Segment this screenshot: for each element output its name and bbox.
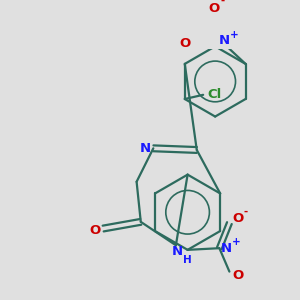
Text: O: O (232, 269, 243, 282)
Text: Cl: Cl (208, 88, 222, 101)
Text: N: N (220, 242, 232, 255)
Text: -: - (244, 206, 248, 216)
Text: O: O (208, 2, 219, 15)
Text: O: O (232, 212, 243, 225)
Text: N: N (140, 142, 151, 155)
Text: -: - (220, 0, 224, 6)
Text: O: O (180, 37, 191, 50)
Text: N: N (219, 34, 230, 47)
Text: O: O (89, 224, 100, 237)
Text: +: + (230, 30, 238, 40)
Text: +: + (232, 237, 241, 247)
Text: H: H (183, 255, 192, 265)
Text: N: N (172, 245, 183, 258)
